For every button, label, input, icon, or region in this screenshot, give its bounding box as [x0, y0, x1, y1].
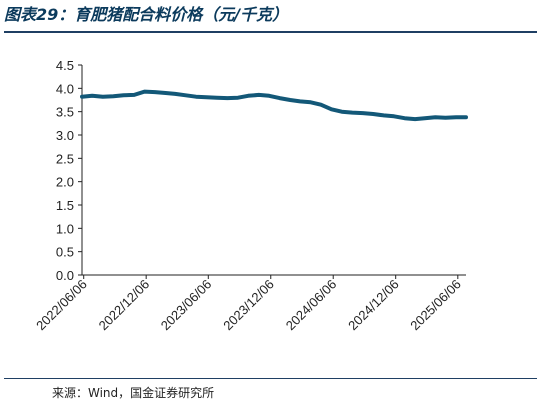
y-tick-label: 0.0 — [56, 268, 74, 283]
x-tick-label: 2024/12/06 — [345, 277, 402, 334]
source-divider — [4, 378, 537, 379]
y-tick-label: 1.5 — [56, 198, 74, 213]
chart-title: 图表29：育肥猪配合料价格（元/千克） — [4, 5, 289, 24]
y-tick-label: 4.0 — [56, 81, 74, 96]
y-tick-label: 2.0 — [56, 175, 74, 190]
x-tick-label: 2024/06/06 — [283, 277, 340, 334]
x-tick-label: 2023/06/06 — [158, 277, 215, 334]
chart-svg: 0.0 0.5 1.0 1.5 2.0 2.5 3.0 3.5 4.0 4.5 2022/06/0… — [33, 58, 468, 333]
x-tick-label: 2022/06/06 — [33, 277, 90, 334]
y-tick-label: 1.0 — [56, 221, 74, 236]
y-tick-label: 4.5 — [56, 58, 74, 73]
y-axis-ticks: 0.0 0.5 1.0 1.5 2.0 2.5 3.0 3.5 4.0 4.5 — [56, 58, 82, 283]
x-tick-label: 2023/12/06 — [220, 277, 277, 334]
x-axis-ticks: 2022/06/06 2022/12/06 2023/06/06 2023/12/06… — [33, 275, 464, 333]
series-line — [80, 89, 468, 122]
x-tick-label: 2025/06/06 — [407, 277, 464, 334]
y-tick-label: 2.5 — [56, 151, 74, 166]
y-tick-label: 3.0 — [56, 128, 74, 143]
title-divider — [4, 31, 537, 33]
source-note: 来源：Wind，国金证券研究所 — [52, 386, 215, 400]
y-tick-label: 0.5 — [56, 245, 74, 260]
y-tick-label: 3.5 — [56, 105, 74, 120]
x-tick-label: 2022/12/06 — [96, 277, 153, 334]
